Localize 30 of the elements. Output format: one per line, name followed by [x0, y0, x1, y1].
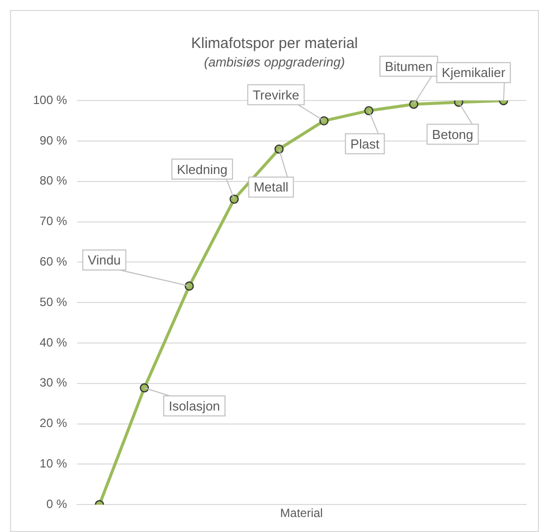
point — [409, 100, 418, 109]
annotation: Vindu — [88, 252, 121, 268]
annotation: Betong — [432, 126, 474, 142]
y-tick-label: 40 % — [40, 335, 68, 350]
y-tick-label: 10 % — [40, 456, 68, 471]
chart-subtitle: (ambisiøs oppgradering) — [204, 54, 345, 70]
text: Kjemikalier — [442, 65, 506, 80]
x-axis-title: Material — [280, 506, 323, 520]
y-tick-label: 60 % — [40, 254, 68, 269]
y-tick-label: 30 % — [40, 376, 68, 390]
point — [230, 194, 239, 204]
annotation: Plast — [350, 136, 380, 152]
y-tick-label: 50 % — [40, 294, 68, 309]
annotation: Metall — [254, 180, 289, 195]
chart-title: Klimafotspor per material — [191, 35, 358, 52]
point — [364, 106, 374, 116]
y-tick-label: 100 % — [32, 92, 68, 107]
annotation: Kledning — [176, 162, 228, 177]
point — [319, 116, 329, 126]
annotation: Isolasjon — [168, 398, 220, 414]
y-tick-label: 70 % — [40, 214, 68, 228]
y-tick-label: 20 % — [40, 416, 68, 430]
text: Bitumen — [384, 58, 433, 74]
y-tick-label: 0 % — [46, 496, 68, 511]
annotation: Trevirke — [252, 87, 300, 102]
point — [140, 383, 149, 392]
y-tick-label: 80 % — [40, 174, 68, 188]
point — [274, 144, 284, 154]
point — [184, 281, 194, 291]
y-tick-label: 90 % — [40, 133, 68, 148]
